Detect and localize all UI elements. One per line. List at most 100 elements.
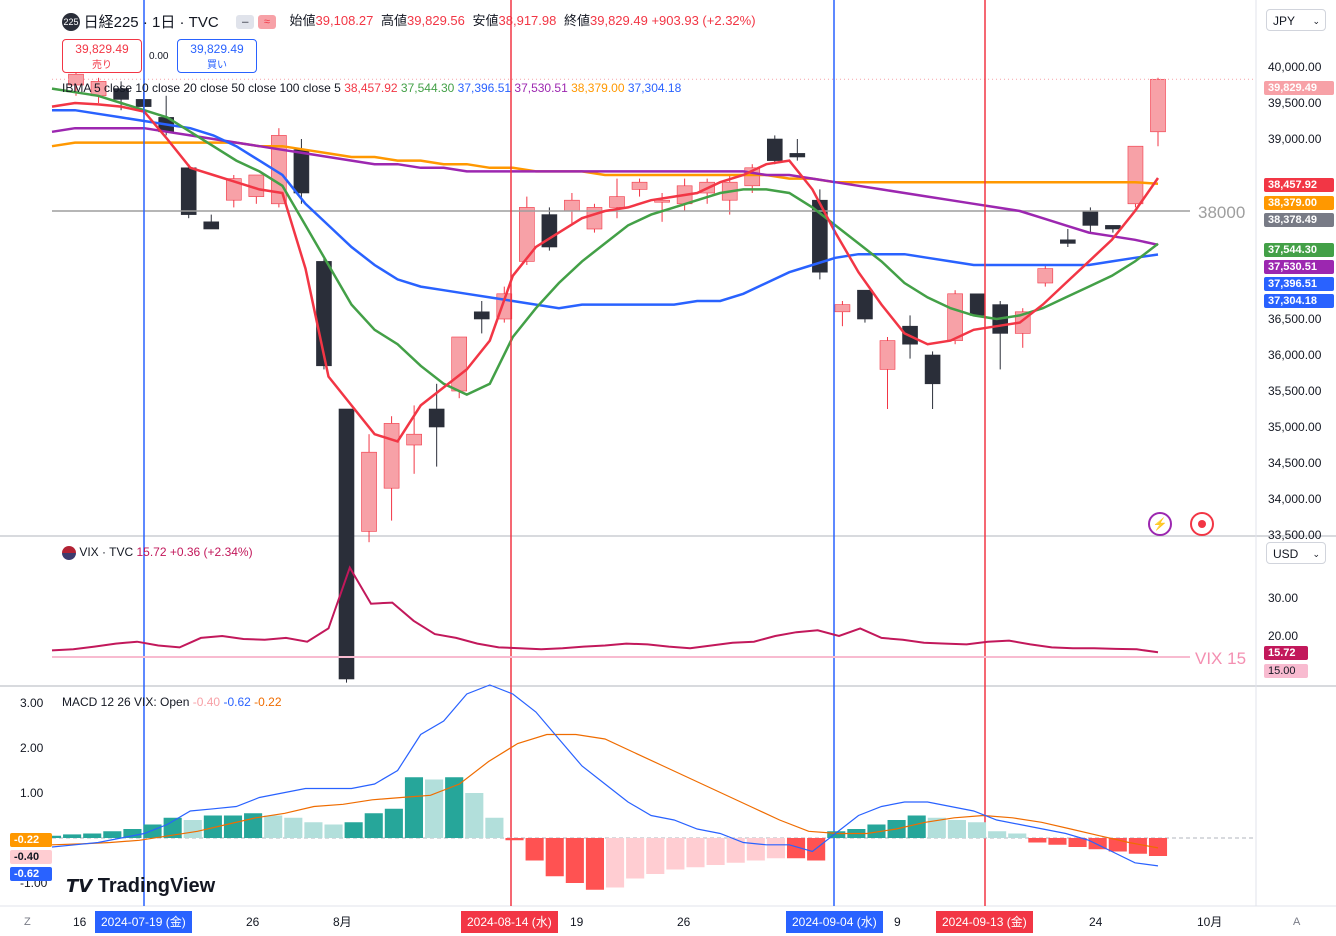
event-date-tag: 2024-09-04 (水) xyxy=(786,911,883,933)
sell-button[interactable]: 39,829.49 売り xyxy=(62,39,142,73)
vix-tick-label: 30.00 xyxy=(1268,591,1298,605)
candle-body xyxy=(541,214,558,248)
high-value: 39,829.56 xyxy=(407,13,465,28)
buy-price: 39,829.49 xyxy=(190,42,244,56)
chevron-down-icon: ⌄ xyxy=(1312,16,1320,26)
price-tick-label: 35,000.00 xyxy=(1268,420,1322,434)
currency-value: JPY xyxy=(1273,14,1296,28)
macd-hist-bar xyxy=(545,838,564,877)
time-tick-label: 16 xyxy=(73,915,87,929)
macd-tick-label: 1.00 xyxy=(20,786,44,800)
price-tick-label: 39,500.00 xyxy=(1268,96,1322,110)
candle-body xyxy=(857,289,873,320)
candle-body xyxy=(879,340,896,370)
macd-signal-line xyxy=(51,733,1159,849)
macd-hist-bar xyxy=(988,831,1007,838)
macd-hist-bar xyxy=(666,838,685,870)
candle-body xyxy=(451,336,468,392)
compare-icon[interactable]: – xyxy=(236,14,255,29)
macd-hist-bar xyxy=(726,838,745,863)
price-tick-label: 36,500.00 xyxy=(1268,312,1322,326)
ma50-line xyxy=(51,126,1159,247)
hline-38000-label: 38000 xyxy=(1198,203,1245,222)
wave-icon[interactable]: ≈ xyxy=(257,14,276,29)
buy-label: 買い xyxy=(207,60,227,71)
macd-label: MACD 12 26 VIX: Open xyxy=(62,695,190,709)
candle-body xyxy=(383,423,400,489)
ma5-line xyxy=(51,101,1160,443)
macd-hist-bar xyxy=(947,820,966,838)
vix-legend[interactable]: VIX · TVC 15.72 +0.36 (+2.34%) xyxy=(62,545,253,560)
spread-value: 0.00 xyxy=(149,51,169,62)
macd-scale-label: -0.40 xyxy=(10,850,52,864)
price-tick-label: 35,500.00 xyxy=(1268,384,1322,398)
record-icon[interactable] xyxy=(1190,512,1214,536)
candle-body xyxy=(406,433,422,446)
macd-hist-bar xyxy=(1068,838,1087,847)
macd-hist-bar xyxy=(525,838,544,861)
macd-hist-bar xyxy=(344,822,363,838)
buy-button[interactable]: 39,829.49 買い xyxy=(177,39,257,73)
macd-hist-value: -0.40 xyxy=(192,695,221,709)
macd-hist-bar xyxy=(203,815,222,838)
macd-hist-bar xyxy=(284,817,303,838)
macd-hist-bar xyxy=(585,838,604,890)
candle-body xyxy=(203,221,220,230)
candle-body xyxy=(519,207,535,262)
price-tick-label: 39,000.00 xyxy=(1268,132,1322,146)
auto-scale-button[interactable]: A xyxy=(1293,916,1301,928)
ibma-value-3: 37,396.51 xyxy=(457,81,512,95)
candle-body xyxy=(473,311,490,320)
ibma-value-1: 38,457.92 xyxy=(344,81,398,95)
candle-body xyxy=(180,167,197,215)
macd-hist-bar xyxy=(1128,838,1147,854)
close-value: 39,829.49 xyxy=(590,13,648,28)
currency-select[interactable]: JPY ⌄ xyxy=(1266,9,1326,31)
price-scale-label: 39,829.49 xyxy=(1264,81,1334,95)
macd-hist-bar xyxy=(445,777,464,838)
price-scale-label: 37,304.18 xyxy=(1264,294,1334,308)
close-label: 終値 xyxy=(563,13,590,28)
macd-hist-bar xyxy=(686,838,705,868)
timezone-z-button[interactable]: Z xyxy=(24,916,31,928)
macd-scale-label: -0.62 xyxy=(10,867,52,881)
time-tick-label: 8月 xyxy=(333,915,352,929)
symbol-title[interactable]: 日経225 · 1日 · TVC xyxy=(83,14,219,32)
macd-hist-bar xyxy=(42,835,62,838)
ma10-line xyxy=(51,87,1159,396)
macd-legend[interactable]: MACD 12 26 VIX: Open -0.40 -0.62 -0.22 xyxy=(62,695,282,709)
tradingview-logo[interactable]: 𝙏𝙑 TradingView xyxy=(66,875,215,898)
ibma-legend[interactable]: IBMA 5 close 10 close 20 close 50 close … xyxy=(62,81,681,95)
event-date-tag: 2024-07-19 (金) xyxy=(95,911,192,933)
candle-body xyxy=(631,181,648,190)
high-label: 高値 xyxy=(381,13,408,28)
macd-hist-bar xyxy=(223,815,243,838)
vix-currency-select[interactable]: USD ⌄ xyxy=(1266,542,1326,564)
macd-hist-bar xyxy=(1088,838,1107,850)
macd-hist-bar xyxy=(384,808,403,838)
macd-hist-bar xyxy=(786,838,806,859)
macd-hist-bar xyxy=(83,833,102,838)
vix-tick-label: 20.00 xyxy=(1268,629,1298,643)
open-value: 39,108.27 xyxy=(315,13,374,28)
candle-body xyxy=(428,408,445,428)
candle-body xyxy=(361,451,377,532)
macd-tick-label: 2.00 xyxy=(20,741,44,755)
macd-hist-bar xyxy=(485,817,504,838)
lightning-icon[interactable]: ⚡ xyxy=(1148,512,1172,536)
symbol-header: 225 日経225 · 1日 · TVC – ≈ 始値39,108.27 高値3… xyxy=(62,10,756,32)
ibma-value-4: 37,530.51 xyxy=(514,81,568,95)
price-tick-label: 33,500.00 xyxy=(1268,528,1322,542)
low-label: 安値 xyxy=(472,13,499,28)
candle-body xyxy=(1082,210,1099,226)
price-scale-label: 38,379.00 xyxy=(1264,196,1334,210)
vix-value: 15.72 xyxy=(136,545,167,559)
vix-change: +0.36 (+2.34%) xyxy=(169,545,253,559)
candle-body xyxy=(1127,145,1144,205)
event-date-tag: 2024-08-14 (水) xyxy=(461,911,558,933)
ibma-label: IBMA 5 close 10 close 20 close 50 close … xyxy=(62,81,341,95)
candle-body xyxy=(338,408,355,680)
macd-hist-bar xyxy=(324,824,343,838)
time-tick-label: 26 xyxy=(246,915,260,929)
